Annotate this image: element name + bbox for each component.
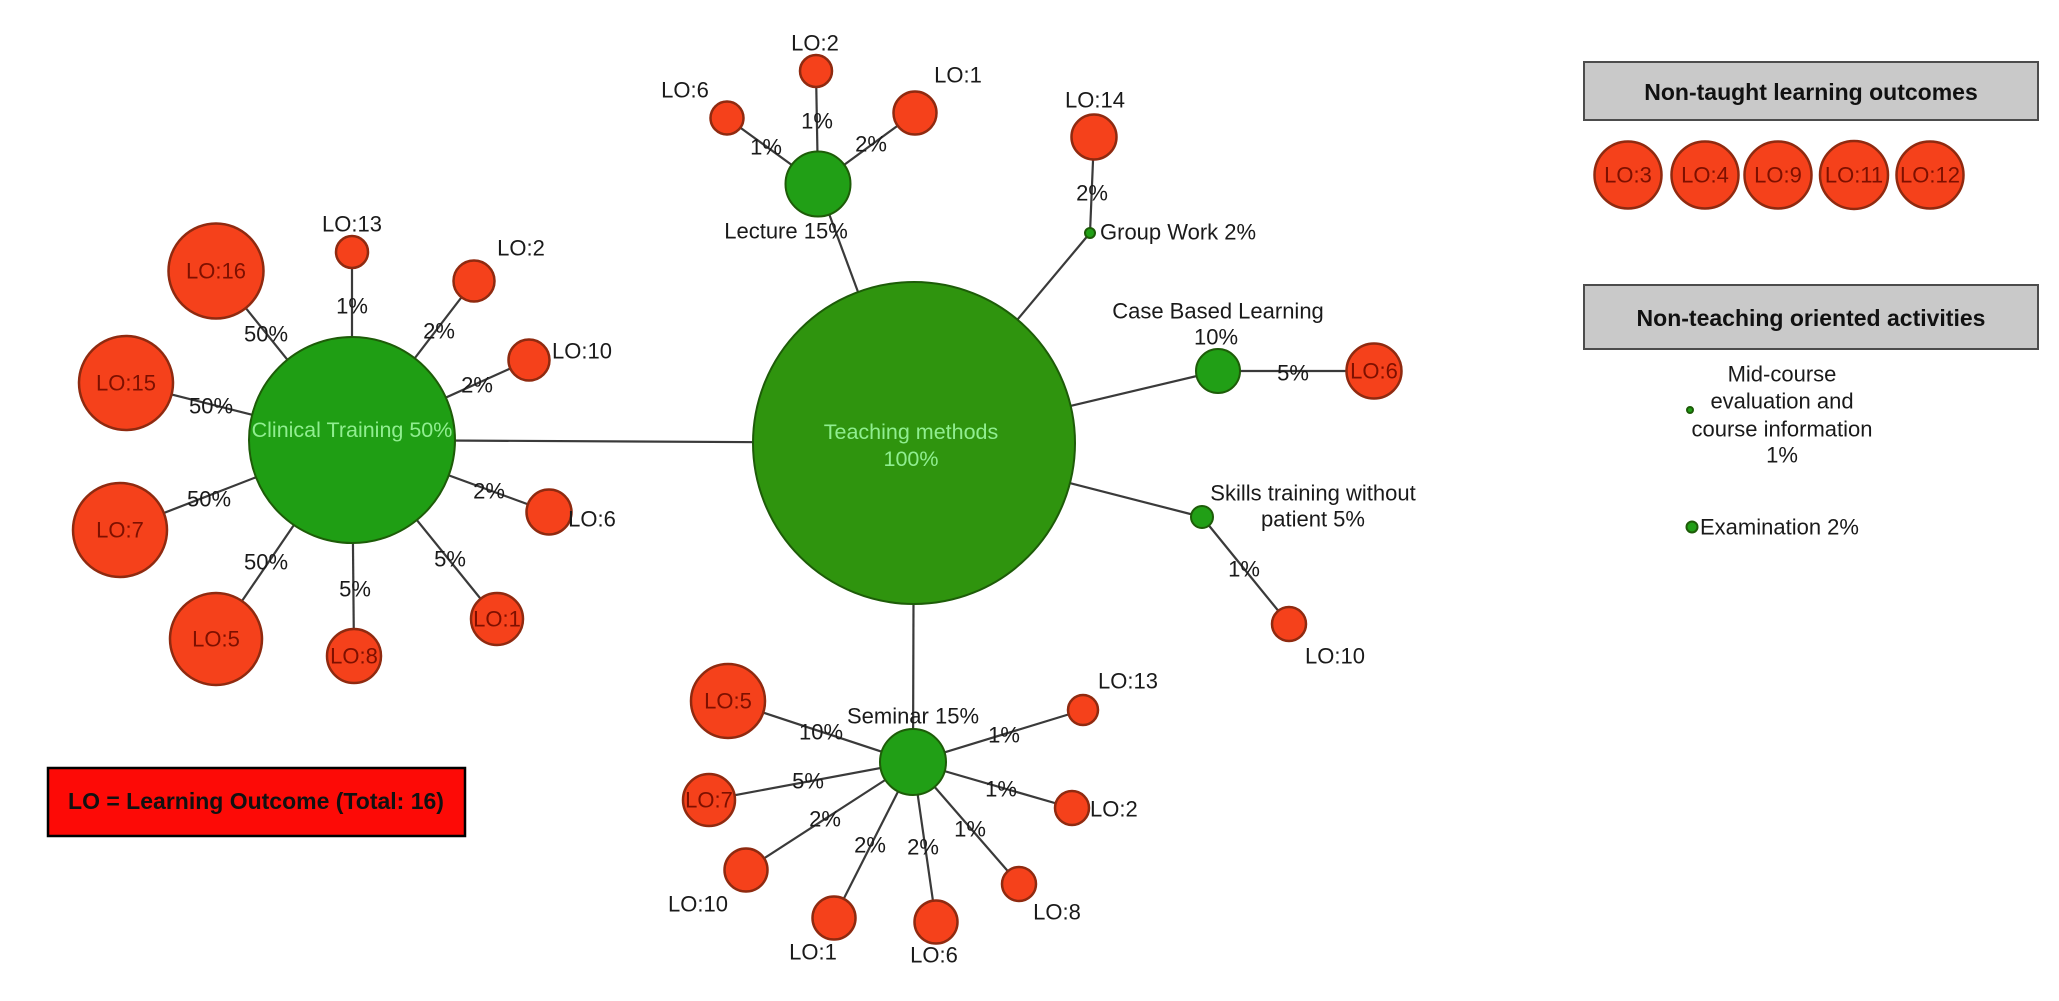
svg-text:2%: 2% [423, 319, 455, 344]
svg-text:10%: 10% [1194, 325, 1238, 350]
svg-text:2%: 2% [907, 835, 939, 860]
svg-text:5%: 5% [434, 547, 466, 572]
svg-text:Teaching methods: Teaching methods [824, 420, 999, 444]
svg-text:LO:10: LO:10 [668, 892, 728, 917]
svg-text:LO:8: LO:8 [330, 644, 378, 669]
svg-text:LO:7: LO:7 [96, 518, 144, 543]
svg-text:Lecture 15%: Lecture 15% [724, 219, 848, 244]
svg-text:LO:6: LO:6 [1350, 359, 1398, 384]
svg-text:Case Based Learning: Case Based Learning [1112, 299, 1324, 324]
svg-text:Examination 2%: Examination 2% [1700, 515, 1859, 540]
svg-text:LO:2: LO:2 [497, 236, 545, 261]
svg-text:course information: course information [1692, 417, 1873, 442]
svg-text:LO:1: LO:1 [789, 940, 837, 965]
svg-text:1%: 1% [985, 777, 1017, 802]
svg-text:LO:2: LO:2 [1090, 797, 1138, 822]
svg-text:LO = Learning Outcome (Total:: LO = Learning Outcome (Total: 16) [68, 788, 444, 814]
svg-text:LO:6: LO:6 [568, 507, 616, 532]
svg-text:2%: 2% [854, 833, 886, 858]
svg-text:2%: 2% [473, 479, 505, 504]
svg-text:LO:12: LO:12 [1900, 163, 1960, 188]
svg-text:Skills training without: Skills training without [1210, 481, 1415, 506]
svg-text:2%: 2% [855, 132, 887, 157]
svg-text:LO:13: LO:13 [322, 212, 382, 237]
svg-text:LO:1: LO:1 [934, 63, 982, 88]
svg-text:5%: 5% [792, 769, 824, 794]
svg-text:1%: 1% [801, 109, 833, 134]
svg-text:50%: 50% [244, 322, 288, 347]
svg-text:50%: 50% [189, 394, 233, 419]
svg-text:LO:13: LO:13 [1098, 669, 1158, 694]
svg-text:Mid-course: Mid-course [1728, 362, 1837, 387]
svg-text:LO:8: LO:8 [1033, 900, 1081, 925]
svg-text:LO:2: LO:2 [791, 31, 839, 56]
svg-text:2%: 2% [1076, 181, 1108, 206]
svg-text:Seminar 15%: Seminar 15% [847, 704, 979, 729]
svg-text:2%: 2% [461, 373, 493, 398]
svg-text:1%: 1% [1766, 443, 1798, 468]
svg-text:5%: 5% [339, 577, 371, 602]
svg-text:LO:1: LO:1 [473, 607, 521, 632]
svg-text:LO:4: LO:4 [1681, 163, 1729, 188]
svg-text:10%: 10% [799, 720, 843, 745]
svg-text:LO:6: LO:6 [910, 943, 958, 968]
svg-text:Non-teaching oriented activiti: Non-teaching oriented activities [1637, 305, 1986, 331]
svg-text:LO:11: LO:11 [1825, 163, 1883, 188]
svg-text:LO:10: LO:10 [552, 339, 612, 364]
svg-text:LO:6: LO:6 [661, 78, 709, 103]
svg-text:5%: 5% [1277, 361, 1309, 386]
svg-text:LO:14: LO:14 [1065, 88, 1125, 113]
svg-text:LO:15: LO:15 [96, 371, 156, 396]
svg-text:LO:5: LO:5 [192, 627, 240, 652]
svg-text:Group Work 2%: Group Work 2% [1100, 220, 1256, 245]
svg-text:Non-taught learning outcomes: Non-taught learning outcomes [1644, 79, 1978, 105]
svg-text:patient 5%: patient 5% [1261, 507, 1365, 532]
svg-text:LO:16: LO:16 [186, 259, 246, 284]
svg-text:Clinical Training 50%: Clinical Training 50% [252, 418, 453, 442]
svg-text:1%: 1% [954, 817, 986, 842]
svg-text:100%: 100% [884, 447, 939, 471]
svg-text:LO:10: LO:10 [1305, 644, 1365, 669]
svg-text:LO:5: LO:5 [704, 689, 752, 714]
svg-text:50%: 50% [187, 487, 231, 512]
svg-text:LO:9: LO:9 [1754, 163, 1802, 188]
svg-text:50%: 50% [244, 550, 288, 575]
svg-text:evaluation and: evaluation and [1710, 389, 1853, 414]
svg-text:LO:3: LO:3 [1604, 163, 1652, 188]
svg-text:2%: 2% [809, 807, 841, 832]
svg-text:1%: 1% [988, 723, 1020, 748]
svg-text:LO:7: LO:7 [685, 788, 733, 813]
svg-text:1%: 1% [1228, 557, 1260, 582]
svg-text:1%: 1% [750, 135, 782, 160]
svg-text:1%: 1% [336, 294, 368, 319]
